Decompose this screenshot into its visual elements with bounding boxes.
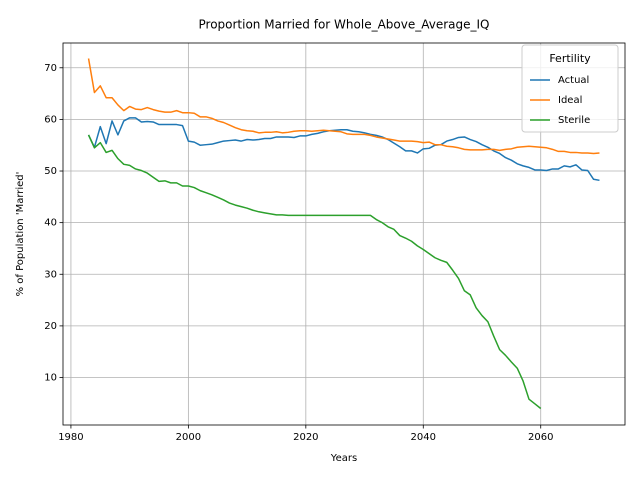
chart-title: Proportion Married for Whole_Above_Avera… <box>199 18 490 32</box>
legend-label: Ideal <box>558 95 582 106</box>
plot-frame <box>62 42 626 426</box>
x-tick-label: 2020 <box>293 432 318 443</box>
legend-label: Sterile <box>558 115 590 126</box>
x-tick-label: 2040 <box>411 432 436 443</box>
y-tick-label: 40 <box>44 218 57 229</box>
y-tick-label: 10 <box>44 373 57 384</box>
x-tick-label: 2060 <box>528 432 553 443</box>
legend-label: Actual <box>558 75 589 86</box>
y-tick-label: 50 <box>44 166 57 177</box>
legend-box <box>521 44 619 133</box>
y-tick-label: 60 <box>44 114 57 125</box>
legend-title: Fertility <box>549 52 591 65</box>
y-axis-label: % of Population 'Married' <box>15 172 26 297</box>
x-axis-label: Years <box>330 453 357 464</box>
x-tick-label: 2000 <box>176 432 201 443</box>
line-series <box>87 58 600 155</box>
line-series <box>87 134 542 410</box>
y-tick-label: 70 <box>44 63 57 74</box>
y-tick-label: 30 <box>44 269 57 280</box>
y-tick-label: 20 <box>44 321 57 332</box>
line-series <box>87 117 600 182</box>
x-tick-label: 1980 <box>58 432 83 443</box>
